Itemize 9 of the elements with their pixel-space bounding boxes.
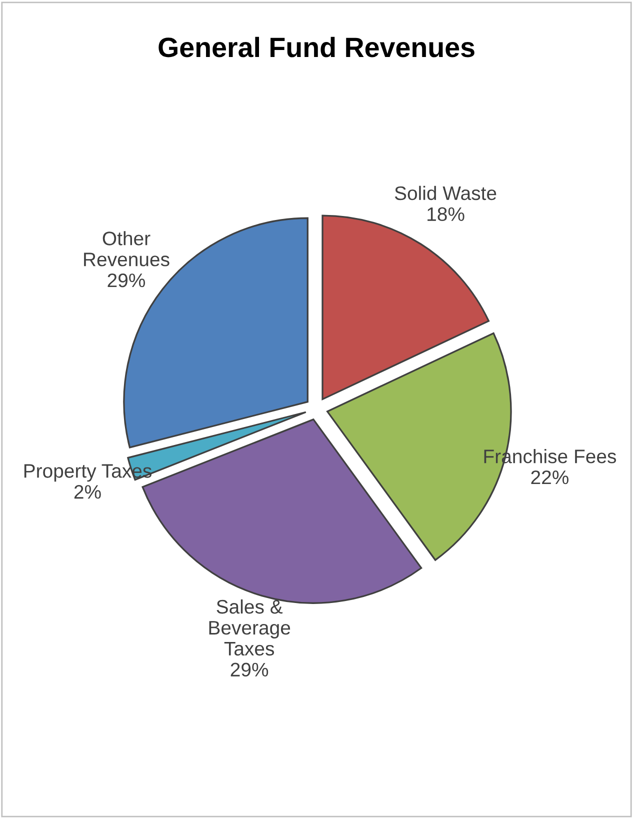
data-label: 29% — [230, 662, 268, 677]
slice-label: Solid Waste — [394, 186, 496, 200]
data-label: 29% — [108, 273, 146, 288]
data-label: 22% — [531, 470, 568, 484]
slice-label: Other Revenues — [84, 231, 170, 266]
data-label: 18% — [428, 207, 464, 222]
slice-label: Sales & Beverage Taxes — [209, 599, 290, 656]
data-label: 2% — [74, 484, 101, 499]
chart-title: General Fund Revenues — [158, 36, 474, 58]
